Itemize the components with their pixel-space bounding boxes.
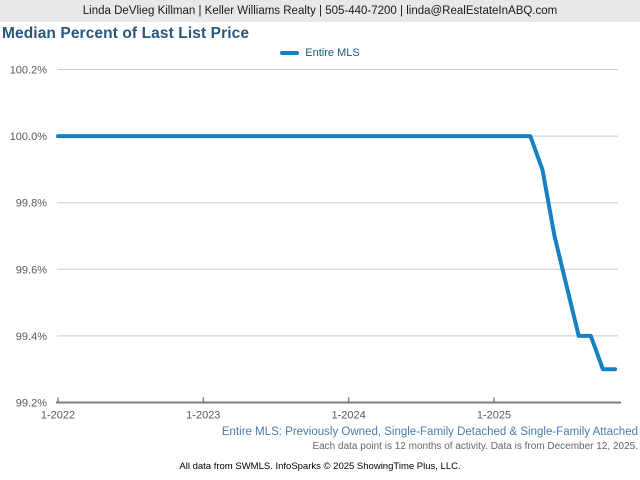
y-axis-tick-label: 99.4% — [16, 331, 47, 343]
legend-line-swatch — [280, 51, 300, 55]
data-period-note: Each data point is 12 months of activity… — [312, 441, 638, 452]
y-axis-tick-label: 99.8% — [16, 198, 47, 210]
x-axis-tick-label: 1-2025 — [477, 410, 511, 422]
y-axis-tick-label: 99.2% — [16, 398, 47, 410]
copyright-note: All data from SWMLS. InfoSparks © 2025 S… — [179, 461, 461, 472]
agent-header-bar: Linda DeVlieg Killman | Keller Williams … — [0, 0, 640, 22]
y-axis-tick-label: 99.6% — [16, 264, 47, 276]
series-description-note: Entire MLS: Previously Owned, Single-Fam… — [221, 426, 638, 438]
y-axis-tick-label: 100.2% — [10, 65, 48, 77]
series-line-entire-mls — [56, 134, 618, 372]
y-axis-tick-label: 100.0% — [10, 131, 48, 143]
x-axis-tick-label: 1-2023 — [186, 410, 220, 422]
x-axis-tick-label: 1-2024 — [332, 410, 366, 422]
agent-contact-line: Linda DeVlieg Killman | Keller Williams … — [82, 5, 558, 17]
chart-title: Median Percent of Last List Price — [2, 25, 250, 42]
chart-legend: Entire MLS — [0, 46, 640, 60]
x-axis-tick-label: 1-2022 — [41, 410, 75, 422]
legend-series-label: Entire MLS — [305, 47, 360, 59]
